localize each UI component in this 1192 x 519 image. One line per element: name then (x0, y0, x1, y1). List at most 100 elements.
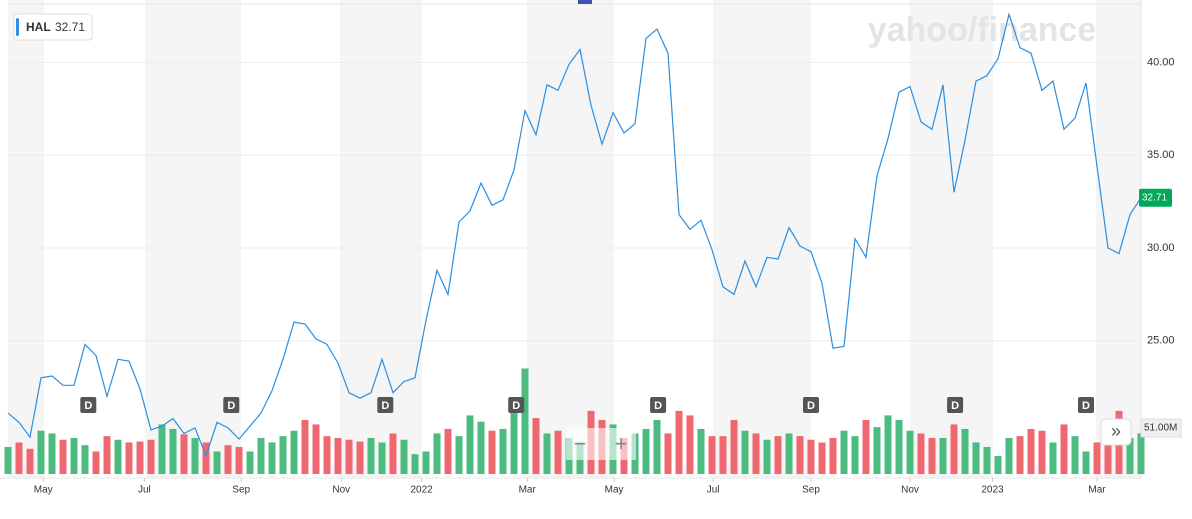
volume-bar (59, 439, 67, 475)
shade-band (8, 0, 44, 478)
volume-bar (455, 436, 463, 475)
last-price: 32.71 (55, 20, 85, 34)
volume-bar (1038, 430, 1046, 475)
volume-tag (1140, 418, 1182, 438)
volume-bar (1049, 442, 1057, 475)
dividend-marker[interactable] (377, 397, 394, 413)
volume-bar (774, 436, 782, 475)
volume-bar (917, 433, 925, 475)
volume-bar (158, 424, 166, 475)
volume-bar (147, 439, 155, 475)
zoom-in[interactable]: + (615, 431, 628, 456)
volume-bar (444, 428, 452, 475)
volume-bar (4, 446, 12, 475)
dividend-marker[interactable] (223, 397, 240, 413)
more-button[interactable] (1100, 418, 1132, 446)
zoom-panel (566, 428, 636, 460)
volume-bar (1016, 436, 1024, 475)
volume-bar (345, 439, 353, 475)
y-tick-label: 30.00 (1147, 242, 1175, 254)
volume-bar (290, 430, 298, 475)
x-tick-label: Sep (232, 485, 250, 496)
volume-bar (15, 442, 23, 475)
dividend-marker[interactable] (80, 397, 97, 413)
volume-bar (477, 421, 485, 475)
dividend-marker[interactable] (1078, 397, 1094, 413)
volume-bar (378, 442, 386, 475)
volume-bar (202, 442, 210, 475)
volume-bar (884, 415, 892, 475)
volume-bar (928, 437, 936, 475)
volume-bar (268, 442, 276, 475)
range-handle[interactable] (578, 0, 592, 4)
volume-bar (356, 441, 364, 475)
volume-bar (301, 419, 309, 475)
volume-tag-label: 51.00M (1144, 423, 1177, 434)
volume-bar (334, 437, 342, 475)
symbol-badge (13, 13, 93, 41)
volume-bar (818, 442, 826, 475)
volume-bar (400, 439, 408, 475)
volume-bar (829, 437, 837, 475)
volume-bar (389, 433, 397, 475)
volume-bar (785, 433, 793, 475)
volume-bar (1104, 439, 1112, 475)
dividend-label: D (654, 400, 662, 412)
volume-bar (708, 436, 716, 475)
volume-bar (235, 446, 243, 475)
shade-band (527, 0, 614, 478)
dividend-marker[interactable] (650, 397, 667, 413)
volume-bar (125, 442, 133, 475)
dividend-label: D (951, 400, 959, 412)
last-price-tag (1139, 188, 1172, 207)
dividend-marker[interactable] (947, 397, 964, 413)
dividend-label: D (512, 400, 520, 412)
volume-bar (466, 415, 474, 475)
volume-bar (862, 419, 870, 475)
volume-bar (191, 437, 199, 475)
volume-bar (895, 419, 903, 475)
symbol-color (16, 18, 19, 36)
shade-band (713, 0, 811, 478)
zoom-out[interactable]: − (574, 431, 587, 456)
dividend-marker[interactable] (508, 397, 525, 413)
volume-bar (906, 430, 914, 475)
volume-bar (675, 410, 683, 475)
dividend-label: D (227, 400, 235, 412)
volume-bar (796, 436, 804, 475)
dividend-marker[interactable] (803, 397, 819, 413)
volume-bar (554, 430, 562, 475)
volume-bar (851, 436, 859, 475)
volume-bar (224, 445, 232, 475)
y-tick-label: 40.00 (1147, 56, 1175, 68)
symbol: HAL (26, 20, 51, 34)
volume-bar (422, 451, 430, 475)
volume-bar (510, 397, 518, 475)
volume-bar (741, 430, 749, 475)
y-tick-label: 35.00 (1147, 149, 1175, 161)
x-tick-label: Jul (138, 485, 151, 496)
volume-bar (114, 439, 122, 475)
volume-bar (1093, 442, 1101, 475)
dividend-label: D (84, 400, 92, 412)
volume-bar (719, 436, 727, 475)
volume-bar (81, 445, 89, 475)
x-tick-label: Jul (707, 485, 720, 496)
volume-bar (48, 433, 56, 475)
volume-bar (521, 368, 529, 475)
volume-bar (873, 427, 881, 475)
x-tick-label: May (34, 485, 53, 496)
volume-bar (1126, 437, 1134, 475)
price-line (7, 12, 1142, 458)
volume-bar (1082, 451, 1090, 475)
volume-bar (323, 436, 331, 475)
volume-bar (1137, 433, 1145, 475)
volume-bar (103, 436, 111, 475)
volume-bar (433, 433, 441, 475)
more-icon[interactable]: » (1111, 421, 1121, 441)
x-tick-label: Mar (519, 485, 537, 496)
volume-bar (763, 439, 771, 475)
volume-bar (664, 433, 672, 475)
volume-bar (972, 442, 980, 475)
